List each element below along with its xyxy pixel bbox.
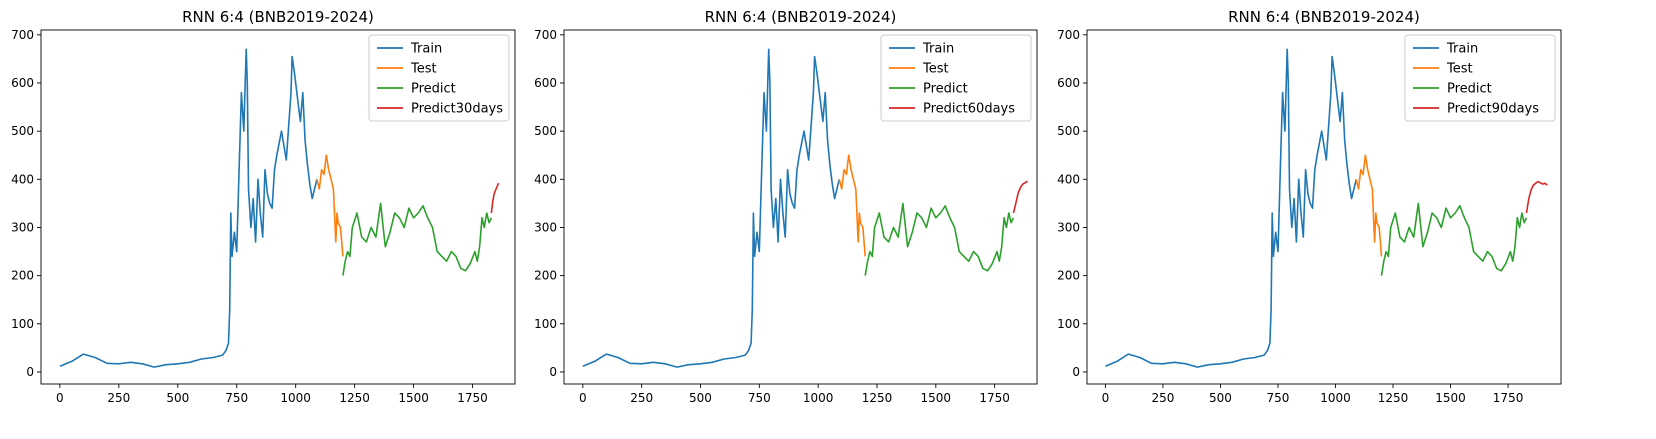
chart-panel-2: RNN 6:4 (BNB2019-2024)0 250 500 750 1000 1250… bbox=[534, 8, 1038, 405]
x-tick-label: 750 bbox=[748, 391, 771, 405]
plot-frame bbox=[1086, 29, 1562, 385]
legend-label: Predict bbox=[1447, 82, 1492, 97]
series-line-test bbox=[316, 154, 344, 257]
x-tick-label: 1250 bbox=[862, 391, 893, 405]
x-tick-label: 1000 bbox=[803, 391, 834, 405]
x-tick-label: 1750 bbox=[979, 391, 1010, 405]
legend-label: Test bbox=[1446, 62, 1473, 77]
legend-label: Test bbox=[922, 62, 949, 77]
x-tick-label: 1750 bbox=[1493, 391, 1524, 405]
series-group bbox=[59, 48, 500, 368]
series-line-predict90days bbox=[1525, 180, 1548, 214]
x-tick-label: 250 bbox=[630, 391, 653, 405]
series-line-train bbox=[59, 48, 318, 368]
y-tick-label: 0 bbox=[26, 365, 34, 379]
chart-title: RNN 6:4 (BNB2019-2024) bbox=[1228, 8, 1420, 26]
x-tick-label: 1500 bbox=[1435, 391, 1466, 405]
series-line-predict60days bbox=[1012, 180, 1029, 214]
x-tick-label: 0 bbox=[1102, 391, 1110, 405]
legend: Train Test Predict Predict90days bbox=[1404, 34, 1556, 122]
x-tick-label: 1000 bbox=[280, 391, 311, 405]
plot-frame bbox=[40, 29, 516, 385]
chart-title: RNN 6:4 (BNB2019-2024) bbox=[182, 8, 374, 26]
x-tick-label: 500 bbox=[689, 391, 712, 405]
legend-label: Predict bbox=[411, 82, 456, 97]
legend-label: Train bbox=[922, 42, 954, 57]
x-tick-label: 1500 bbox=[398, 391, 429, 405]
legend-box bbox=[368, 34, 510, 122]
series-line-test bbox=[838, 154, 866, 257]
y-tick-label: 400 bbox=[1057, 172, 1080, 186]
x-tick-label: 1500 bbox=[921, 391, 952, 405]
y-tick-label: 200 bbox=[534, 269, 557, 283]
series-line-predict bbox=[1380, 202, 1528, 276]
y-tick-label: 500 bbox=[534, 124, 557, 138]
series-line-train bbox=[1105, 48, 1357, 368]
y-tick-label: 0 bbox=[1072, 365, 1080, 379]
y-tick-label: 400 bbox=[11, 172, 34, 186]
x-tick-label: 500 bbox=[1209, 391, 1232, 405]
series-line-test bbox=[1355, 154, 1383, 257]
legend-label: Predict90days bbox=[1447, 102, 1539, 117]
series-line-predict30days bbox=[490, 182, 500, 214]
y-tick-label: 0 bbox=[549, 365, 557, 379]
x-tick-label: 250 bbox=[107, 391, 130, 405]
y-tick-label: 300 bbox=[534, 220, 557, 234]
legend-label: Test bbox=[410, 62, 437, 77]
legend: Train Test Predict Predict60days bbox=[880, 34, 1032, 122]
chart-title: RNN 6:4 (BNB2019-2024) bbox=[705, 8, 897, 26]
x-tick-label: 750 bbox=[1267, 391, 1290, 405]
y-tick-label: 300 bbox=[1057, 220, 1080, 234]
x-tick-label: 0 bbox=[579, 391, 587, 405]
y-tick-label: 100 bbox=[11, 317, 34, 331]
x-tick-label: 1250 bbox=[1378, 391, 1409, 405]
x-tick-label: 0 bbox=[56, 391, 64, 405]
plot-frame bbox=[563, 29, 1038, 385]
y-tick-label: 400 bbox=[534, 172, 557, 186]
legend-label: Predict bbox=[923, 82, 968, 97]
legend: Train Test Predict Predict30days bbox=[368, 34, 510, 122]
series-group bbox=[1105, 48, 1548, 368]
y-tick-label: 500 bbox=[11, 124, 34, 138]
legend-box bbox=[1404, 34, 1556, 122]
series-line-predict bbox=[342, 202, 493, 276]
x-tick-label: 250 bbox=[1151, 391, 1174, 405]
y-tick-label: 200 bbox=[1057, 269, 1080, 283]
series-line-predict bbox=[864, 202, 1015, 276]
y-tick-label: 700 bbox=[534, 28, 557, 42]
legend-box bbox=[880, 34, 1032, 122]
legend-label: Train bbox=[410, 42, 442, 57]
legend-label: Predict60days bbox=[923, 102, 1015, 117]
y-tick-label: 300 bbox=[11, 220, 34, 234]
y-tick-label: 100 bbox=[534, 317, 557, 331]
y-tick-label: 700 bbox=[11, 28, 34, 42]
y-tick-label: 100 bbox=[1057, 317, 1080, 331]
y-tick-label: 600 bbox=[1057, 76, 1080, 90]
legend-label: Predict30days bbox=[411, 102, 503, 117]
series-group bbox=[582, 48, 1029, 368]
chart-panel-3: RNN 6:4 (BNB2019-2024)0 250 500 750 1000 1250… bbox=[1057, 8, 1562, 405]
x-tick-label: 500 bbox=[166, 391, 189, 405]
legend-label: Train bbox=[1446, 42, 1478, 57]
y-tick-label: 600 bbox=[11, 76, 34, 90]
x-tick-label: 750 bbox=[225, 391, 248, 405]
x-tick-label: 1000 bbox=[1320, 391, 1351, 405]
chart-panel-1: RNN 6:4 (BNB2019-2024)0 250 500 750 1000 1250… bbox=[11, 8, 516, 405]
x-tick-label: 1250 bbox=[339, 391, 370, 405]
y-tick-label: 500 bbox=[1057, 124, 1080, 138]
y-tick-label: 700 bbox=[1057, 28, 1080, 42]
x-tick-label: 1750 bbox=[457, 391, 488, 405]
y-tick-label: 200 bbox=[11, 269, 34, 283]
y-tick-label: 600 bbox=[534, 76, 557, 90]
series-line-train bbox=[582, 48, 841, 368]
